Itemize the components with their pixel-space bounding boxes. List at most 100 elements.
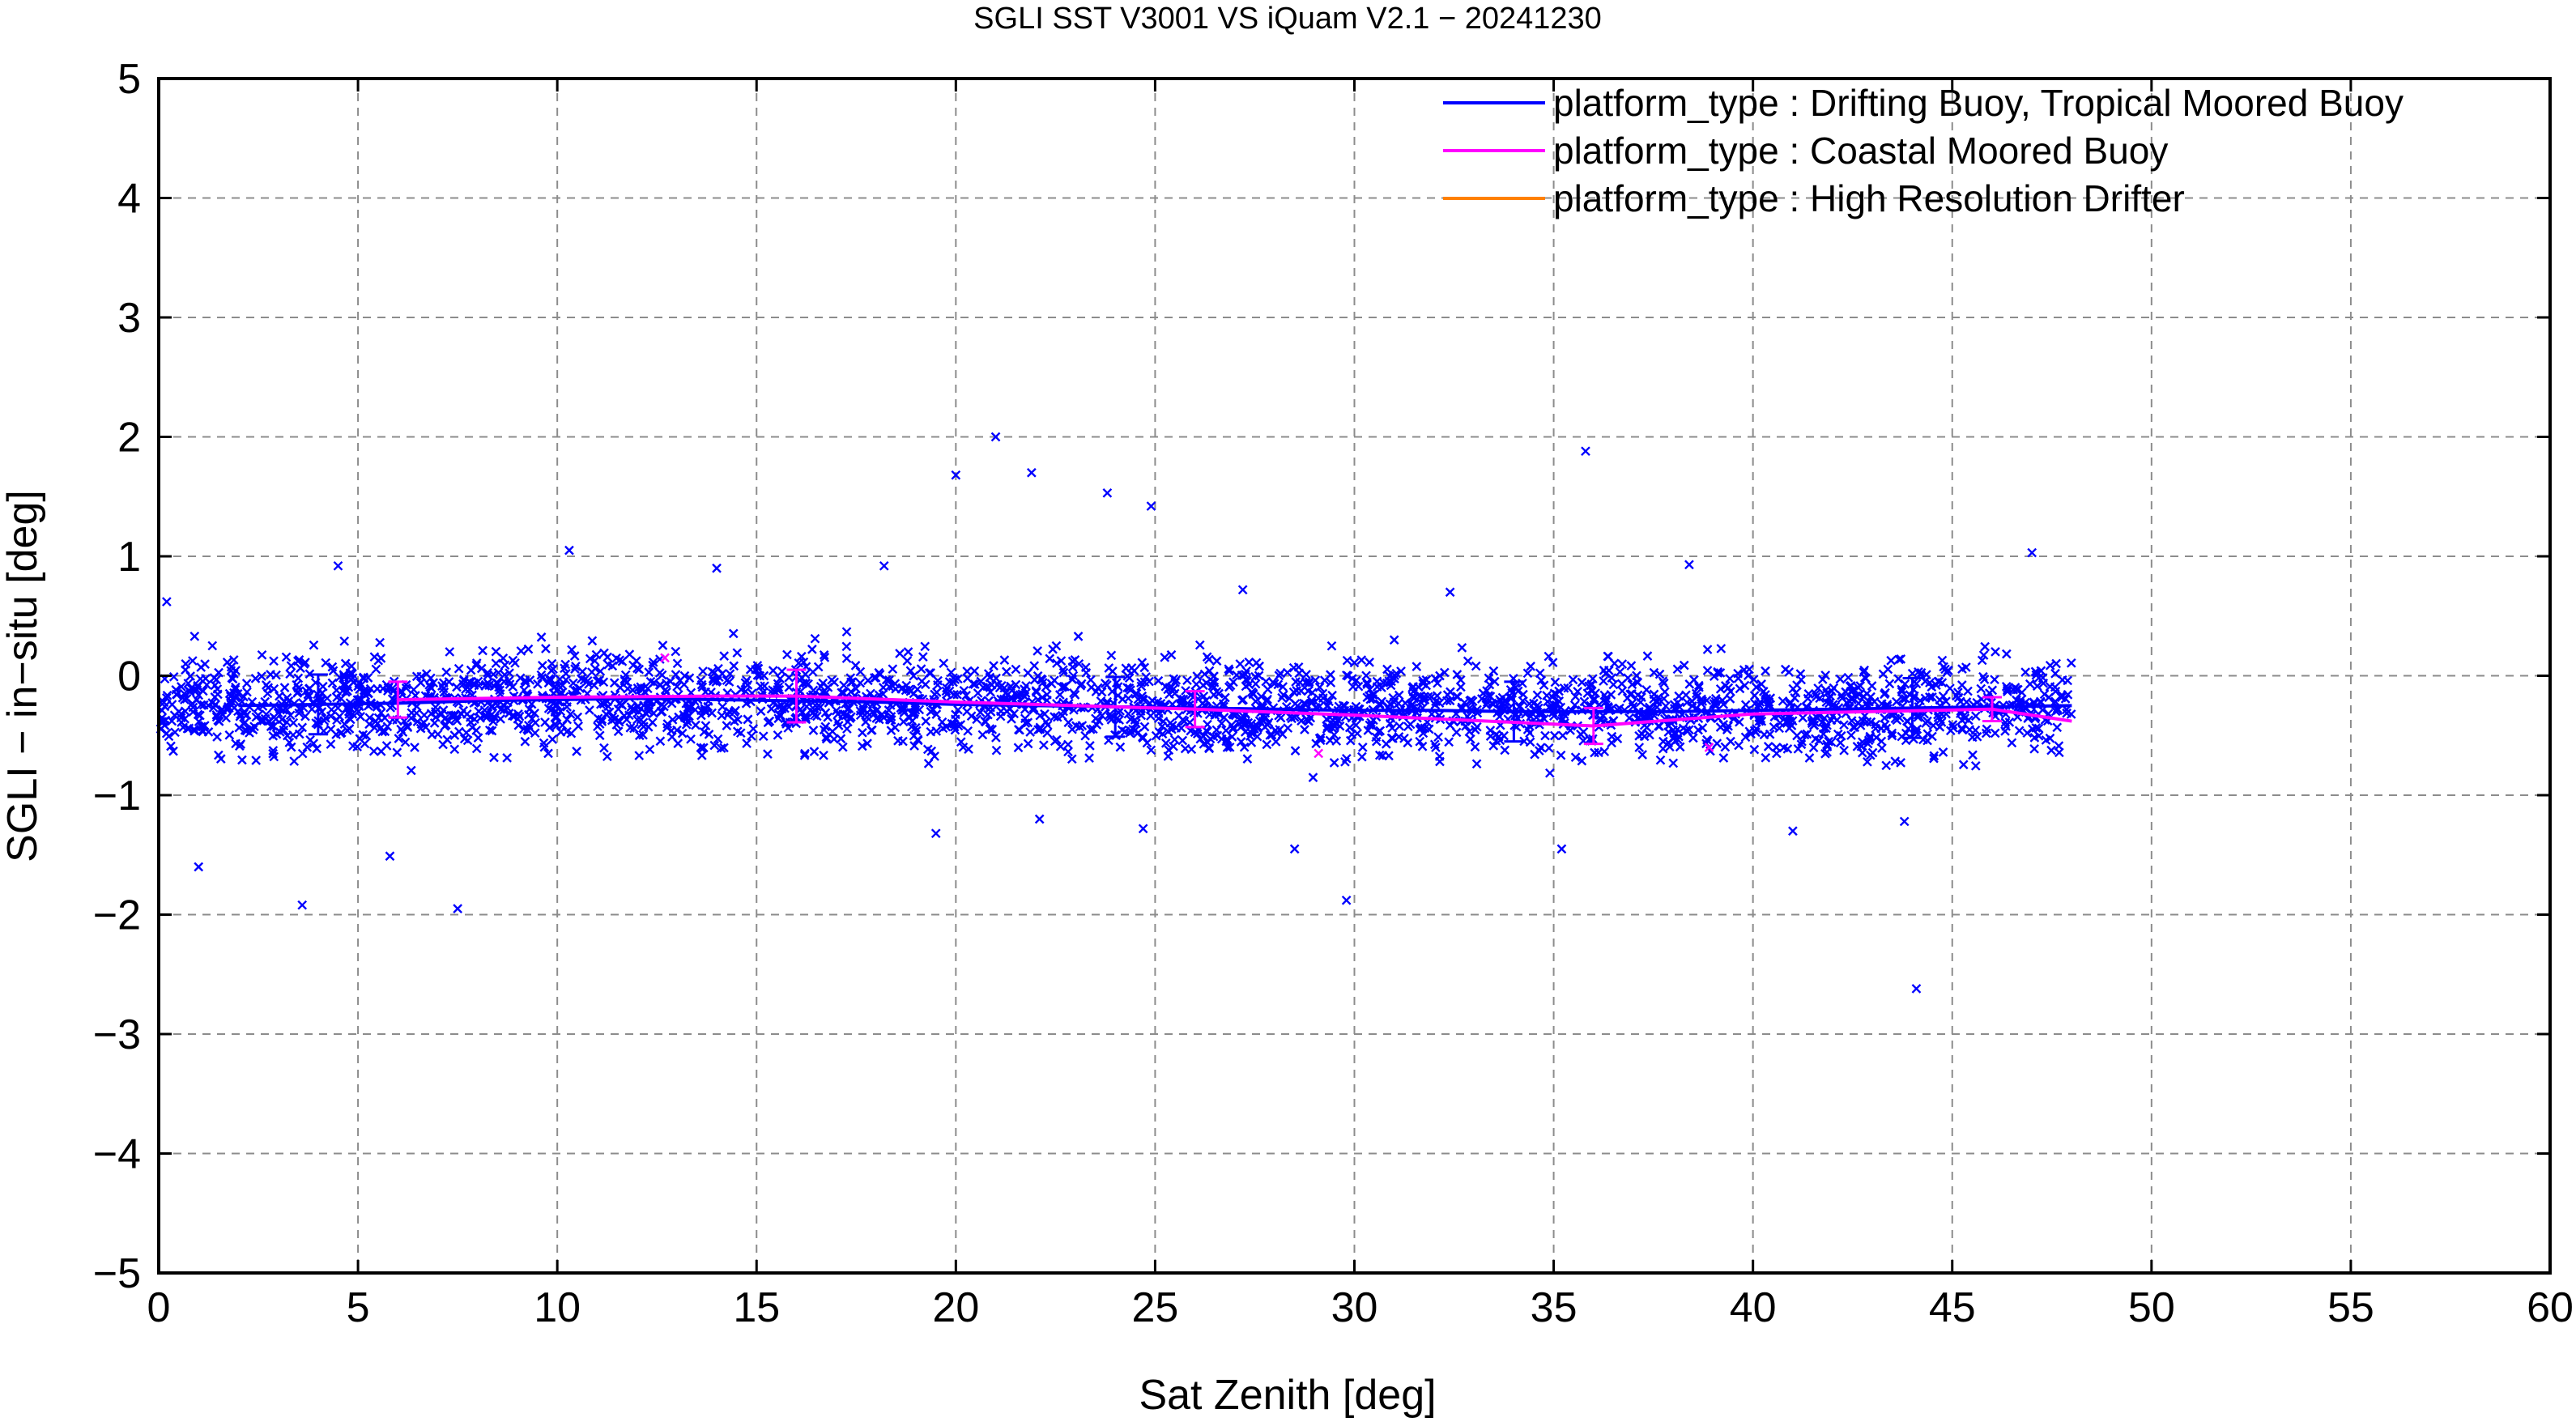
scatter-point <box>1073 632 1084 641</box>
scatter-point <box>1822 688 1832 698</box>
scatter-point <box>596 699 606 709</box>
scatter-point <box>1344 722 1355 733</box>
scatter-point <box>1655 755 1666 765</box>
scatter-point <box>1735 683 1745 694</box>
scatter-point <box>336 727 347 738</box>
scatter-point <box>539 742 550 752</box>
scatter-point <box>1897 684 1907 695</box>
scatter-point <box>1536 675 1547 686</box>
scatter-point <box>1607 673 1617 683</box>
scatter-point <box>268 746 279 756</box>
scatter-point <box>519 685 530 696</box>
scatter-point <box>716 743 726 753</box>
scatter-point <box>1570 692 1581 702</box>
scatter-point <box>1456 682 1466 692</box>
y-tick-label: 1 <box>117 534 141 581</box>
scatter-point <box>1029 675 1040 685</box>
scatter-point <box>1244 679 1254 690</box>
scatter-point <box>1058 665 1068 675</box>
scatter-point <box>1497 692 1508 703</box>
scatter-point <box>972 714 981 725</box>
scatter-point <box>1096 710 1107 721</box>
scatter-point <box>1329 758 1339 768</box>
scatter-point <box>1311 739 1322 749</box>
scatter-point <box>1476 694 1487 704</box>
scatter-point <box>1956 696 1965 707</box>
scatter-point <box>1586 679 1597 689</box>
scatter-point <box>698 666 708 676</box>
scatter-point <box>638 730 648 740</box>
scatter-point <box>1725 674 1735 683</box>
scatter-point <box>1862 717 1872 727</box>
scatter-point <box>1909 684 1918 695</box>
scatter-point <box>607 715 617 726</box>
scatter-point <box>719 743 729 753</box>
scatter-point <box>924 668 935 678</box>
outlier-point <box>333 560 343 571</box>
scatter-point <box>679 670 690 681</box>
scatter-point <box>160 720 170 730</box>
scatter-point <box>332 715 342 726</box>
scatter-point <box>1434 751 1445 761</box>
scatter-point <box>1070 654 1080 665</box>
x-tick-label: 45 <box>1929 1284 1976 1331</box>
scatter-point <box>753 663 764 674</box>
scatter-point <box>1179 716 1190 726</box>
x-tick-label: 0 <box>147 1284 171 1331</box>
scatter-point <box>1735 717 1744 727</box>
scatter-point <box>684 673 695 683</box>
scatter-point <box>234 722 245 733</box>
scatter-point <box>1269 679 1279 689</box>
scatter-point <box>1124 683 1135 693</box>
scatter-point <box>293 683 304 693</box>
scatter-point <box>1467 696 1478 706</box>
scatter-point <box>508 655 518 666</box>
scatter-point <box>614 717 624 727</box>
scatter-point <box>515 673 526 683</box>
scatter-point <box>748 724 759 734</box>
scatter-point <box>1658 678 1669 688</box>
scatter-point <box>634 751 645 760</box>
scatter-point <box>400 737 411 747</box>
scatter-point <box>1548 692 1557 702</box>
scatter-point <box>1357 751 1367 762</box>
scatter-point <box>775 674 786 683</box>
scatter-point <box>768 666 778 676</box>
scatter-point <box>725 669 735 679</box>
scatter-point <box>1756 679 1766 689</box>
scatter-point <box>819 650 829 660</box>
scatter-point <box>758 731 769 742</box>
scatter-point <box>2032 681 2042 692</box>
scatter-point <box>950 714 960 725</box>
scatter-point <box>1452 670 1463 679</box>
scatter-point <box>1934 676 1944 687</box>
scatter-point <box>609 678 620 688</box>
scatter-point <box>1433 732 1443 743</box>
scatter-point <box>677 728 688 739</box>
scatter-point <box>1609 658 1620 669</box>
scatter-point <box>269 683 279 694</box>
scatter-point <box>2053 705 2063 716</box>
scatter-point <box>251 756 262 765</box>
scatter-point <box>999 655 1010 665</box>
scatter-point <box>926 726 936 737</box>
outlier-point <box>1684 560 1694 570</box>
scatter-point <box>717 710 727 721</box>
outlier-point <box>990 432 1001 442</box>
scatter-point <box>2020 667 2030 677</box>
scatter-point <box>1430 700 1441 710</box>
scatter-point <box>1976 683 1986 694</box>
scatter-point <box>820 722 831 732</box>
outlier-point <box>930 828 941 839</box>
scatter-point <box>1382 664 1392 675</box>
scatter-point <box>364 719 374 730</box>
scatter-point <box>1407 692 1418 701</box>
scatter-point <box>691 720 700 730</box>
scatter-point <box>224 688 235 699</box>
scatter-point <box>1153 675 1164 686</box>
scatter-point <box>1096 687 1107 697</box>
scatter-point <box>632 656 641 666</box>
scatter-point <box>836 734 846 744</box>
scatter-point <box>1539 713 1549 724</box>
scatter-point <box>996 706 1006 717</box>
